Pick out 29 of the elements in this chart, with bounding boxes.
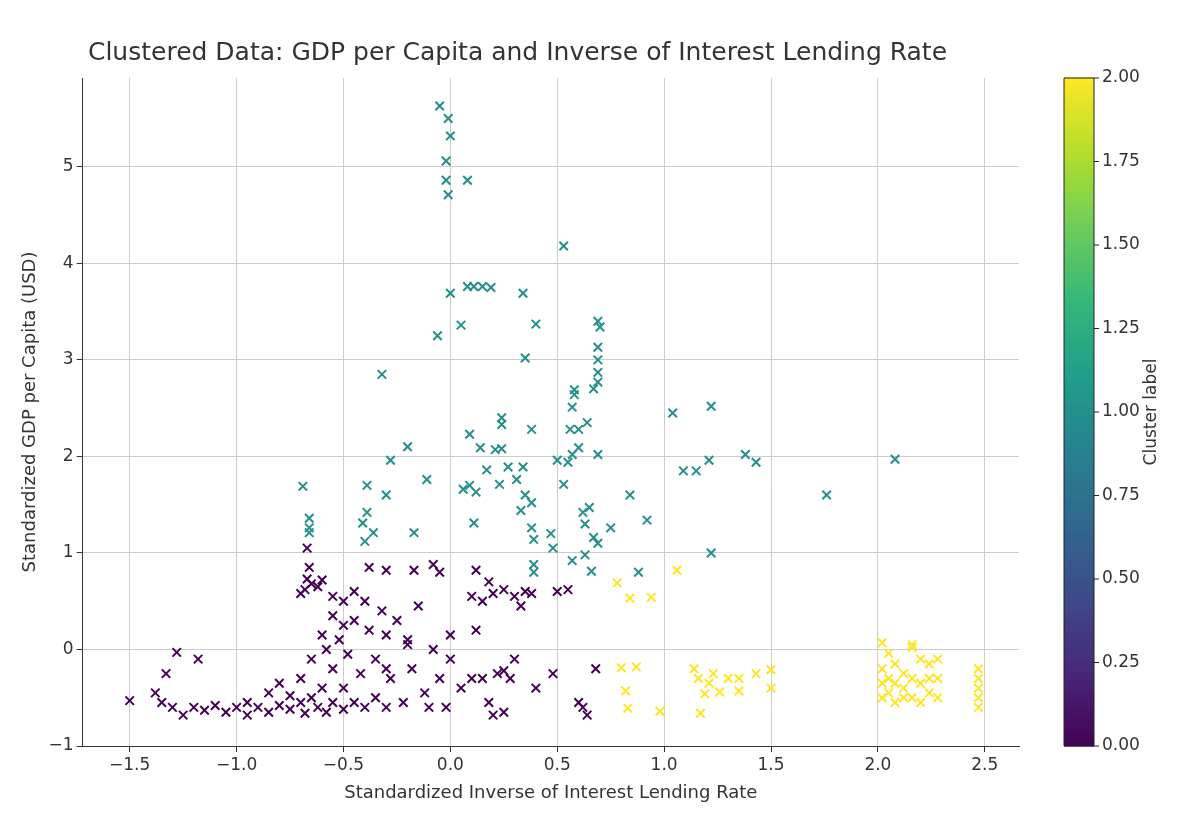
x-tick-label: 0.5 [543, 753, 571, 774]
x-tick-label: 1.5 [757, 753, 785, 774]
color-bar-label: 1.75 [1102, 149, 1140, 170]
color-bar-label: 2.00 [1102, 66, 1140, 87]
y-tick-label: 5 [62, 155, 74, 176]
x-axis-title: Standardized Inverse of Interest Lending Rate [344, 780, 758, 802]
y-tick-label: −1 [48, 734, 74, 755]
x-tick-label: −1.5 [109, 753, 151, 774]
color-bar-label: 0.25 [1102, 650, 1140, 671]
color-bar-label: 0.50 [1102, 567, 1140, 588]
x-tick-label: 2.5 [971, 753, 999, 774]
color-bar-label: 1.25 [1102, 316, 1140, 337]
chart-title: Clustered Data: GDP per Capita and Inverse of Interest Lending Rate [87, 36, 948, 66]
x-tick-label: 1.0 [650, 753, 678, 774]
x-tick-label: 2.0 [864, 753, 892, 774]
x-tick-label: 0.0 [436, 753, 464, 774]
color-bar-title: Cluster label [1140, 358, 1161, 466]
y-tick-label: 0 [62, 637, 74, 658]
y-tick-label: 1 [62, 541, 74, 562]
x-tick-label: −1.0 [215, 753, 258, 774]
color-bar-label: 0.75 [1102, 483, 1140, 504]
y-tick-label: 4 [62, 251, 74, 272]
y-axis-title: Standardized GDP per Capita (USD) [18, 251, 40, 573]
color-bar-label: 0.00 [1102, 734, 1140, 755]
y-tick-label: 2 [62, 444, 74, 465]
x-tick-label: −0.5 [322, 753, 365, 774]
y-tick-label: 3 [62, 348, 74, 369]
color-bar-label: 1.50 [1102, 233, 1140, 254]
color-bar-label: 1.00 [1102, 400, 1140, 421]
